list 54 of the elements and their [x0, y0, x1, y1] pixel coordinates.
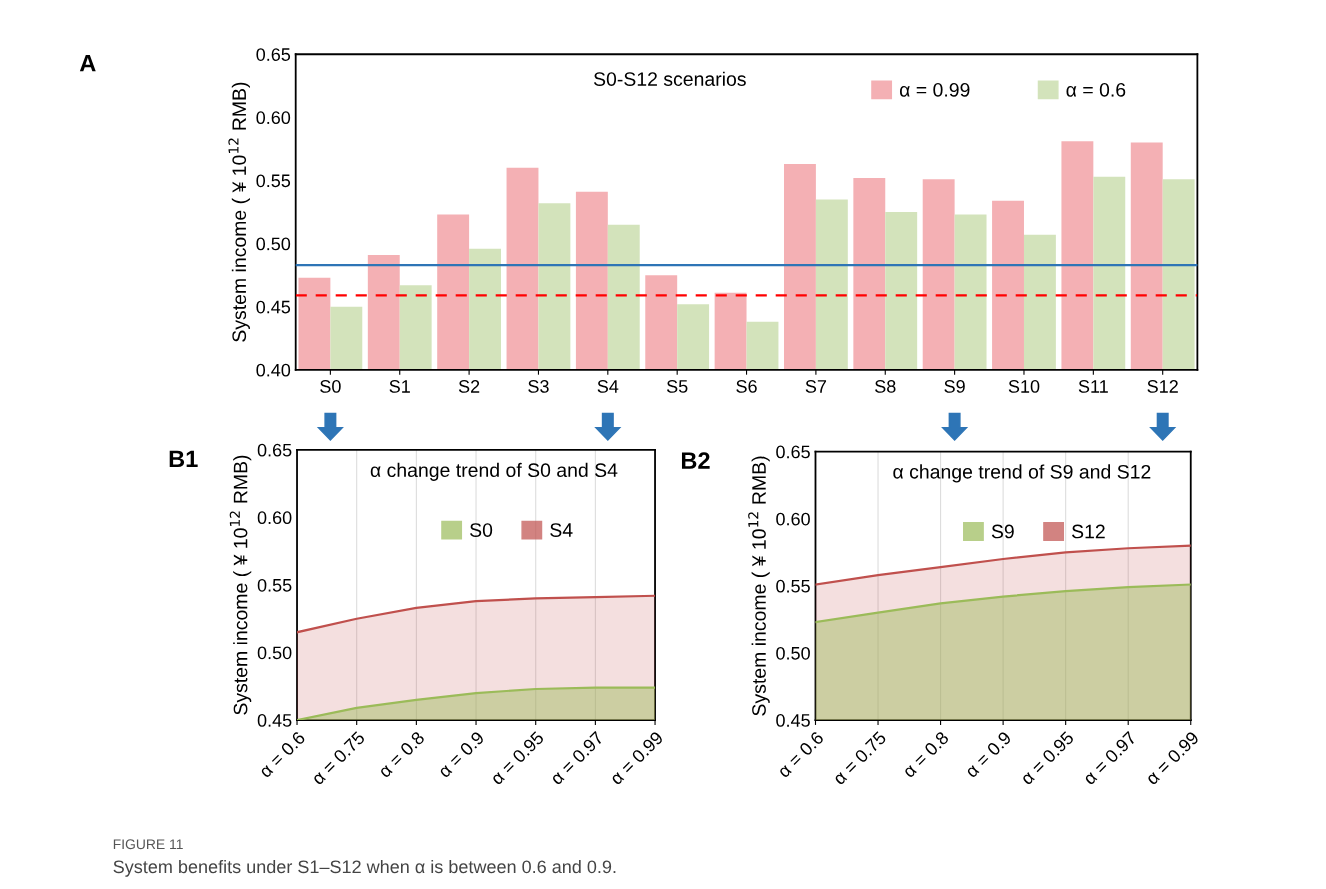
y-tick-label: 0.65 — [256, 48, 291, 61]
x-tick-label: S9 — [944, 380, 965, 393]
x-tick-label: α = 0.8 — [901, 730, 950, 779]
x-tick-label: α = 0.8 — [377, 730, 426, 779]
x-tick-label: S1 — [389, 380, 410, 393]
y-tick-label: 0.40 — [256, 363, 291, 377]
y-tick-label: 0.60 — [776, 512, 810, 526]
legend-label: α = 0.99 — [899, 82, 970, 97]
y-tick-label: 0.50 — [776, 646, 810, 660]
legend-label: S9 — [991, 524, 1014, 539]
y-axis-title: System income ( ¥ 10$^{12}$ RMB) — [748, 456, 770, 716]
x-tick-label: α = 0.9 — [437, 730, 485, 779]
y-tick-label: 0.45 — [776, 714, 810, 727]
x-tick-label: S7 — [805, 380, 827, 393]
y-tick-label: 0.65 — [257, 443, 292, 457]
y-tick-label: 0.45 — [257, 714, 292, 727]
text: S0-S12 scenarios — [593, 71, 746, 86]
x-tick-label: α = 0.9 — [964, 730, 1012, 779]
legend-label: S4 — [550, 523, 573, 537]
legend-label: S0 — [470, 523, 493, 537]
x-tick-label: S8 — [875, 380, 896, 393]
x-tick-label: S2 — [458, 380, 480, 393]
caption: FIGURE 11 — [113, 839, 183, 850]
x-tick-label: S11 — [1078, 380, 1108, 393]
x-tick-label: S10 — [1008, 380, 1040, 393]
x-tick-label: S6 — [736, 380, 757, 393]
x-tick-label: α = 0.6 — [258, 730, 306, 779]
x-tick-label: S12 — [1147, 380, 1178, 393]
x-tick-label: α = 0.99 — [609, 730, 664, 786]
x-tick-label: α = 0.99 — [1144, 730, 1200, 786]
x-tick-label: S4 — [597, 380, 619, 393]
y-tick-label: 0.50 — [257, 646, 292, 660]
legend-label: S12 — [1071, 524, 1105, 539]
text: B1 — [169, 450, 198, 467]
y-axis-title: System income ( ¥ 10$^{12}$ RMB) — [229, 455, 252, 715]
y-tick-label: 0.55 — [776, 579, 810, 593]
text: A — [79, 55, 96, 72]
y-tick-label: 0.60 — [256, 111, 291, 125]
text: α change trend of S0 and S4 — [370, 462, 618, 481]
legend-label: α = 0.6 — [1066, 82, 1126, 97]
text: System benefits under S1–S12 when α is between 0.6 and 0.9. — [113, 859, 616, 877]
text: α change trend of S9 and S12 — [893, 464, 1151, 483]
y-tick-label: 0.60 — [257, 511, 292, 525]
y-tick-label: 0.65 — [776, 445, 810, 459]
y-axis-title: System income ( ¥ 10$^{12}$ RMB) — [228, 82, 250, 342]
x-tick-label: S0 — [320, 380, 341, 393]
y-tick-label: 0.55 — [257, 578, 292, 592]
x-tick-label: S3 — [528, 380, 549, 393]
y-tick-label: 0.50 — [256, 237, 291, 251]
x-tick-label: S5 — [666, 380, 688, 393]
text: B2 — [681, 452, 710, 469]
x-tick-label: α = 0.6 — [776, 730, 825, 779]
y-tick-label: 0.55 — [256, 174, 291, 188]
y-tick-label: 0.45 — [256, 300, 291, 314]
